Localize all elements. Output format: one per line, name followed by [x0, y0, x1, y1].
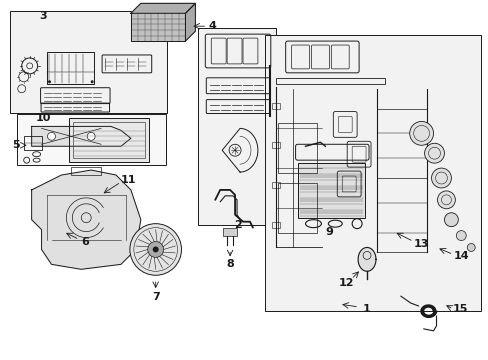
Polygon shape	[32, 170, 141, 269]
Bar	[264, 35, 480, 311]
Bar	[271, 142, 279, 148]
Bar	[277, 123, 317, 173]
Bar	[46, 52, 94, 84]
Text: 15: 15	[452, 304, 467, 314]
Bar	[271, 222, 279, 228]
Bar	[71, 167, 101, 175]
Bar	[223, 228, 237, 235]
Bar	[299, 174, 362, 178]
Text: 13: 13	[413, 239, 428, 248]
Bar	[277, 183, 317, 233]
Circle shape	[152, 247, 158, 252]
Text: 4: 4	[208, 21, 216, 31]
Bar	[131, 13, 185, 41]
Text: 10: 10	[36, 113, 51, 123]
Text: 12: 12	[338, 278, 353, 288]
Bar	[297, 163, 365, 218]
Bar	[299, 186, 362, 190]
Bar	[299, 210, 362, 214]
Bar	[69, 118, 148, 162]
Bar	[291, 130, 382, 235]
Circle shape	[409, 121, 433, 145]
Bar	[271, 103, 279, 109]
Text: 11: 11	[121, 175, 136, 185]
Bar	[17, 113, 165, 165]
Text: 5: 5	[12, 140, 20, 150]
Bar	[299, 198, 362, 202]
Circle shape	[147, 242, 163, 257]
Circle shape	[47, 132, 55, 140]
Polygon shape	[357, 247, 375, 271]
Text: 14: 14	[452, 251, 468, 261]
Circle shape	[48, 80, 51, 83]
Text: 1: 1	[363, 304, 370, 314]
Bar	[198, 28, 275, 225]
Circle shape	[87, 132, 95, 140]
Polygon shape	[131, 3, 195, 13]
Bar	[24, 136, 41, 150]
Bar	[73, 122, 144, 158]
Bar	[271, 182, 279, 188]
Circle shape	[444, 213, 457, 227]
Circle shape	[90, 80, 94, 83]
Bar	[10, 11, 166, 113]
Text: 8: 8	[226, 259, 234, 269]
Text: 7: 7	[151, 292, 159, 302]
Circle shape	[130, 224, 181, 275]
Circle shape	[431, 168, 450, 188]
Circle shape	[467, 243, 474, 251]
Text: 2: 2	[234, 220, 242, 230]
Circle shape	[424, 143, 444, 163]
Text: 3: 3	[40, 11, 47, 21]
Text: 9: 9	[325, 226, 333, 237]
Circle shape	[437, 191, 454, 209]
Bar	[275, 78, 384, 84]
Polygon shape	[185, 3, 195, 41]
Text: 6: 6	[81, 237, 89, 247]
Polygon shape	[32, 126, 131, 146]
Circle shape	[455, 231, 466, 240]
